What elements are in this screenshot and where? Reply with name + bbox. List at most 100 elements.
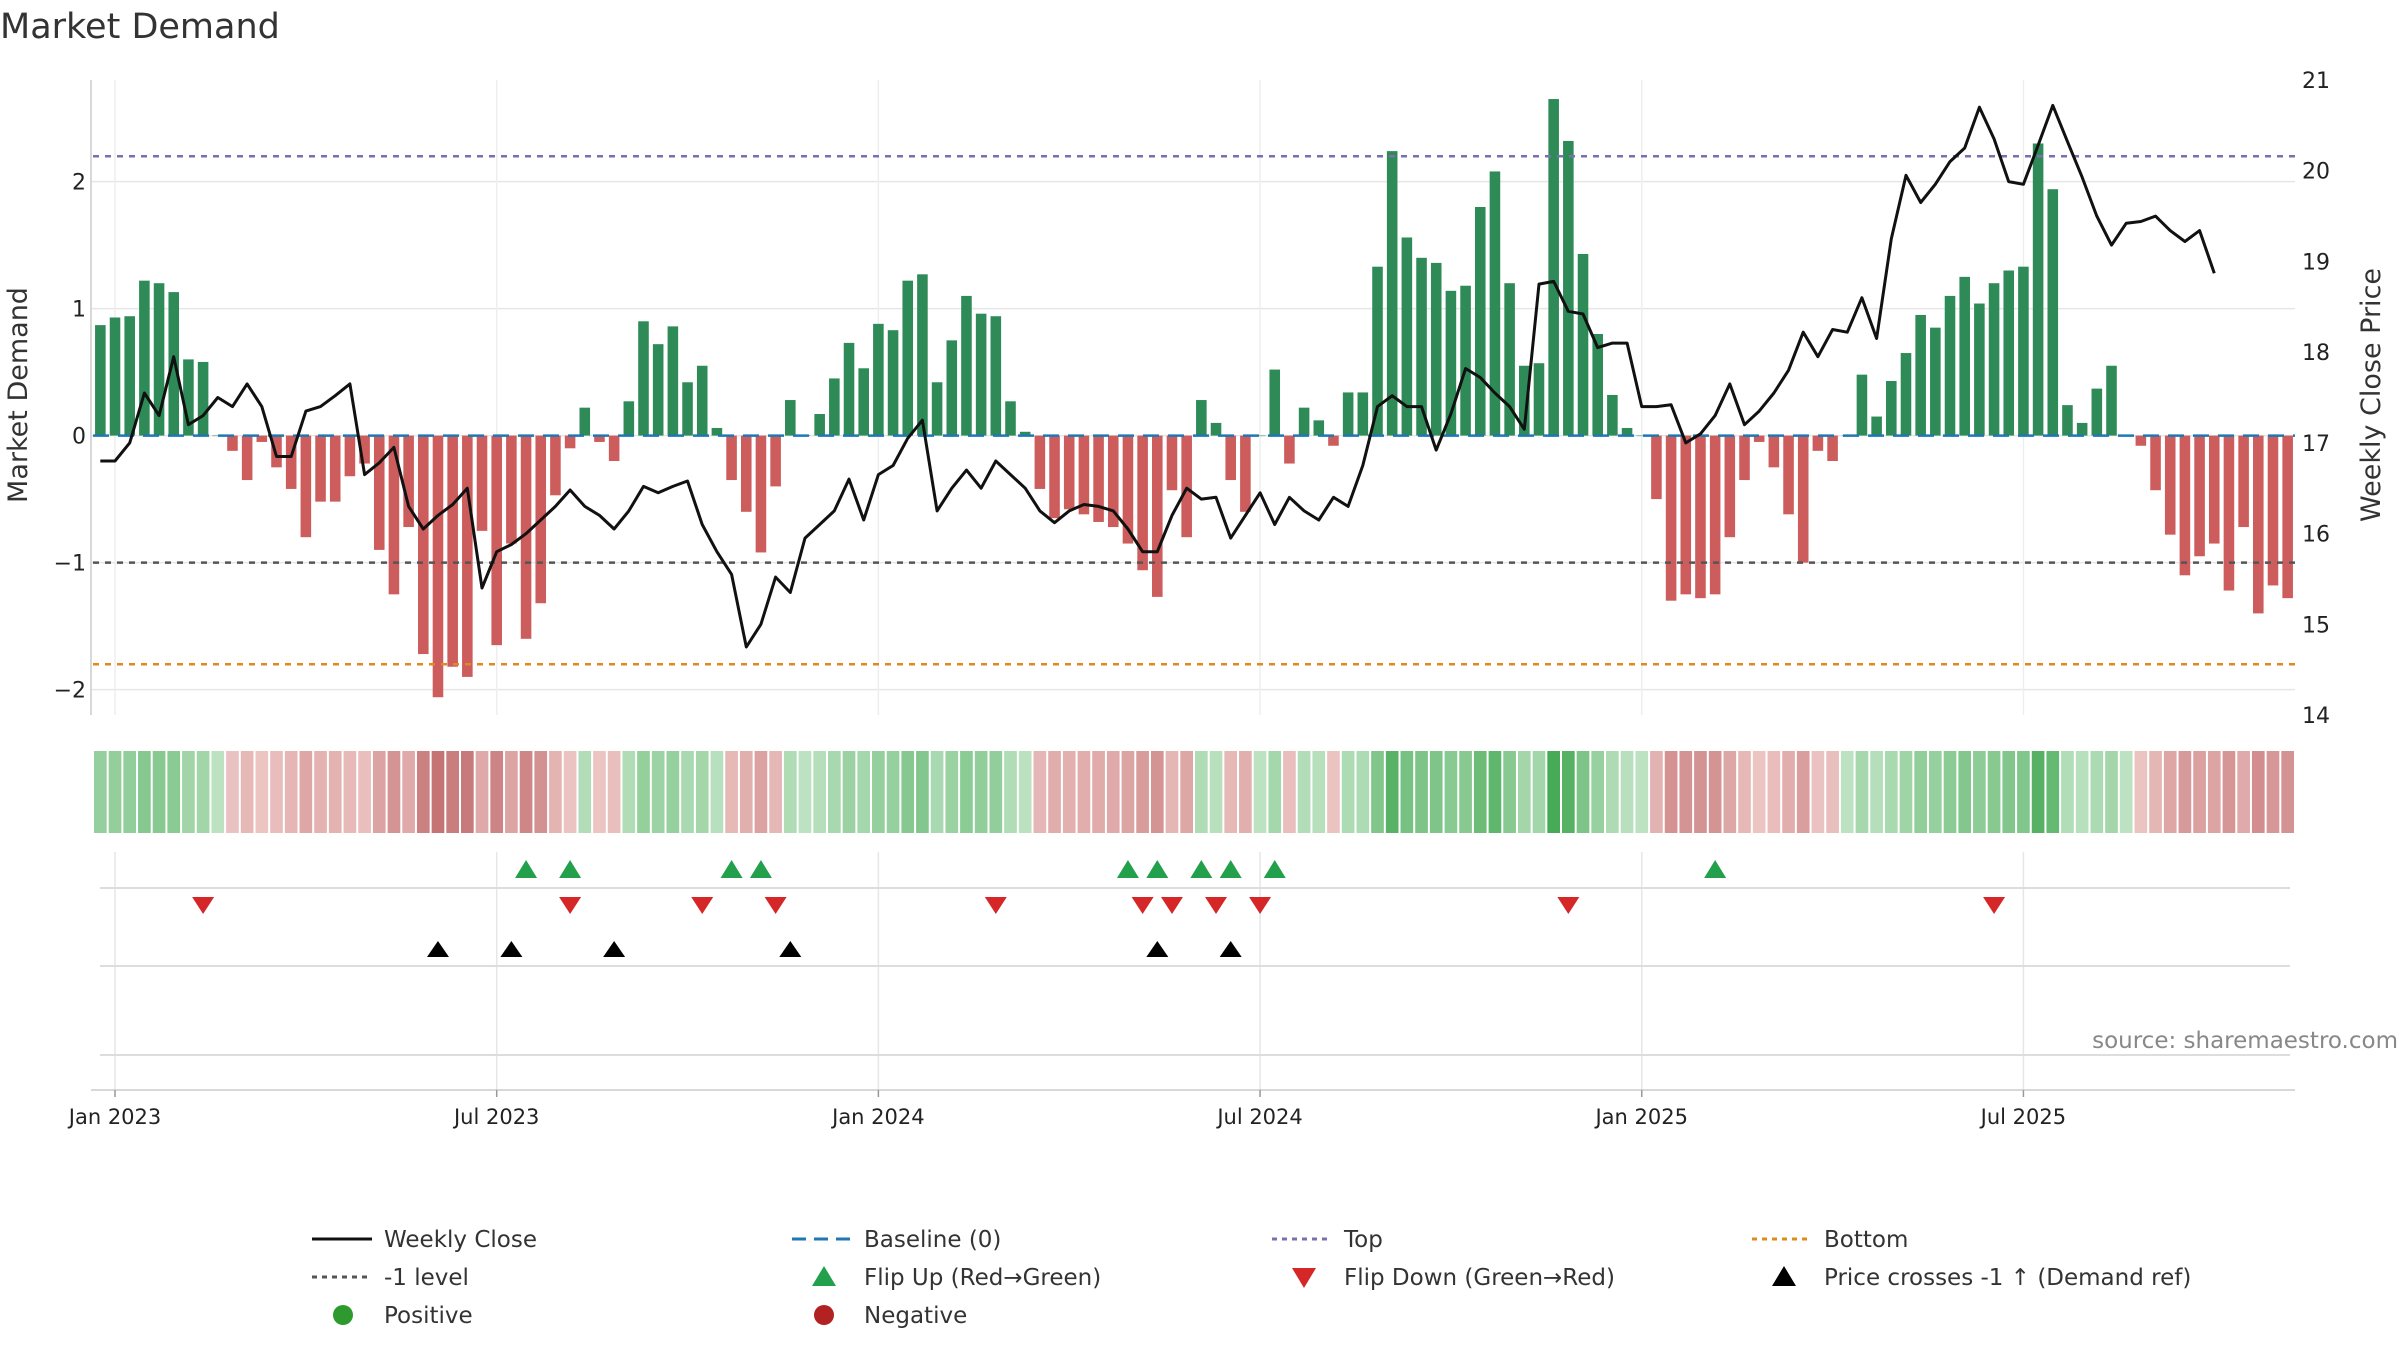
demand-bar (564, 435, 576, 449)
heat-cell (138, 751, 151, 833)
flip-down-marker (984, 897, 1007, 914)
heat-cell (1136, 751, 1149, 833)
legend-swatch-positive (333, 1305, 353, 1325)
demand-bar (1724, 435, 1736, 538)
heat-cell (328, 751, 342, 833)
heat-cell (475, 751, 489, 833)
heat-cell (1796, 751, 1810, 833)
heat-cell (1562, 751, 1575, 833)
heat-cell (1209, 751, 1223, 833)
chart-title: Market Demand (0, 7, 280, 47)
x-tick-label: Jan 2024 (830, 1105, 925, 1129)
heat-cell (1371, 751, 1384, 833)
y-axis-left-label: Market Demand (3, 287, 34, 503)
flip-down-marker (1160, 897, 1183, 914)
demand-bar (1856, 374, 1868, 436)
heat-cell (2090, 751, 2104, 833)
heat-cell (2031, 751, 2045, 833)
demand-bar (2047, 189, 2059, 436)
demand-bar (2179, 435, 2191, 576)
demand-bar (711, 427, 723, 436)
demand-bar (2062, 405, 2073, 436)
legend-swatch-negative (814, 1305, 834, 1325)
heat-cell (1415, 751, 1428, 833)
demand-bar (373, 435, 385, 550)
heat-cell (2266, 751, 2280, 833)
heat-cell (1473, 751, 1487, 833)
heat-cell (1341, 751, 1355, 833)
demand-bar (829, 378, 840, 436)
demand-bars (95, 99, 2293, 698)
heat-cell (2193, 751, 2206, 833)
heat-cell (446, 751, 459, 833)
heat-cell (534, 751, 548, 833)
demand-bar (638, 321, 649, 436)
heat-cell (2149, 751, 2162, 833)
heat-cell (1973, 751, 1986, 833)
demand-bar (2135, 435, 2147, 446)
heat-cell (1077, 751, 1091, 833)
demand-bar (1812, 435, 1824, 451)
heat-cell (314, 751, 327, 833)
y-tick-right: 16 (2302, 523, 2330, 548)
demand-bar (2164, 435, 2176, 535)
heat-cell (211, 751, 225, 833)
demand-bar (946, 340, 958, 436)
heat-cell (681, 751, 694, 833)
demand-bar (1342, 392, 1354, 436)
heat-cell (1106, 751, 1120, 833)
demand-bar (1563, 140, 1574, 436)
demand-bar (1930, 327, 1941, 436)
heat-cell (886, 751, 900, 833)
demand-bar (1078, 435, 1090, 515)
x-tick-label: Jul 2025 (1979, 1105, 2066, 1129)
heat-cell (1253, 751, 1267, 833)
demand-bar (1284, 435, 1295, 464)
demand-bar (2150, 435, 2161, 491)
flip-up-marker (1219, 860, 1242, 878)
demand-bar (2238, 435, 2249, 528)
heat-cell (695, 751, 709, 833)
demand-bar (476, 435, 488, 531)
heat-cell (94, 751, 107, 833)
heat-cell (2178, 751, 2192, 833)
heat-cell (240, 751, 254, 833)
heat-cell (2281, 751, 2294, 833)
demand-bar (902, 280, 914, 436)
price-cross-marker (779, 941, 802, 957)
flip-down-marker (1249, 897, 1272, 914)
heat-cell (1811, 751, 1825, 833)
heat-cell (1400, 751, 1414, 833)
heat-cell (1033, 751, 1047, 833)
demand-bar (1504, 283, 1515, 436)
heat-cell (152, 751, 166, 833)
weekly-close-line (100, 103, 2216, 649)
heat-cell (182, 751, 195, 833)
heat-cell (842, 751, 856, 833)
heat-cell (2251, 751, 2265, 833)
demand-bar (241, 435, 253, 481)
demand-bar (315, 435, 326, 502)
heat-cell (2046, 751, 2060, 833)
demand-bar (2282, 435, 2293, 599)
heat-cell (1752, 751, 1766, 833)
demand-bar (2253, 435, 2264, 614)
demand-bar (124, 316, 135, 436)
flip-down-marker (559, 897, 582, 914)
demand-bar (153, 283, 165, 436)
heat-cell (372, 751, 386, 833)
heat-cell (226, 751, 239, 833)
demand-bar (1636, 435, 1648, 437)
demand-bar (1445, 290, 1457, 436)
reference-levels (93, 154, 2295, 666)
demand-bar (1548, 99, 1559, 436)
demand-bar (212, 435, 224, 437)
flip-down-marker (1983, 897, 2006, 914)
demand-bar (1107, 435, 1119, 528)
heat-cell (505, 751, 518, 833)
flip-up-marker (1116, 860, 1139, 878)
y-tick-left: −2 (54, 679, 86, 704)
legend-swatch-price-cross (1772, 1266, 1796, 1286)
demand-bar (1680, 435, 1692, 595)
demand-bar (1577, 253, 1589, 436)
